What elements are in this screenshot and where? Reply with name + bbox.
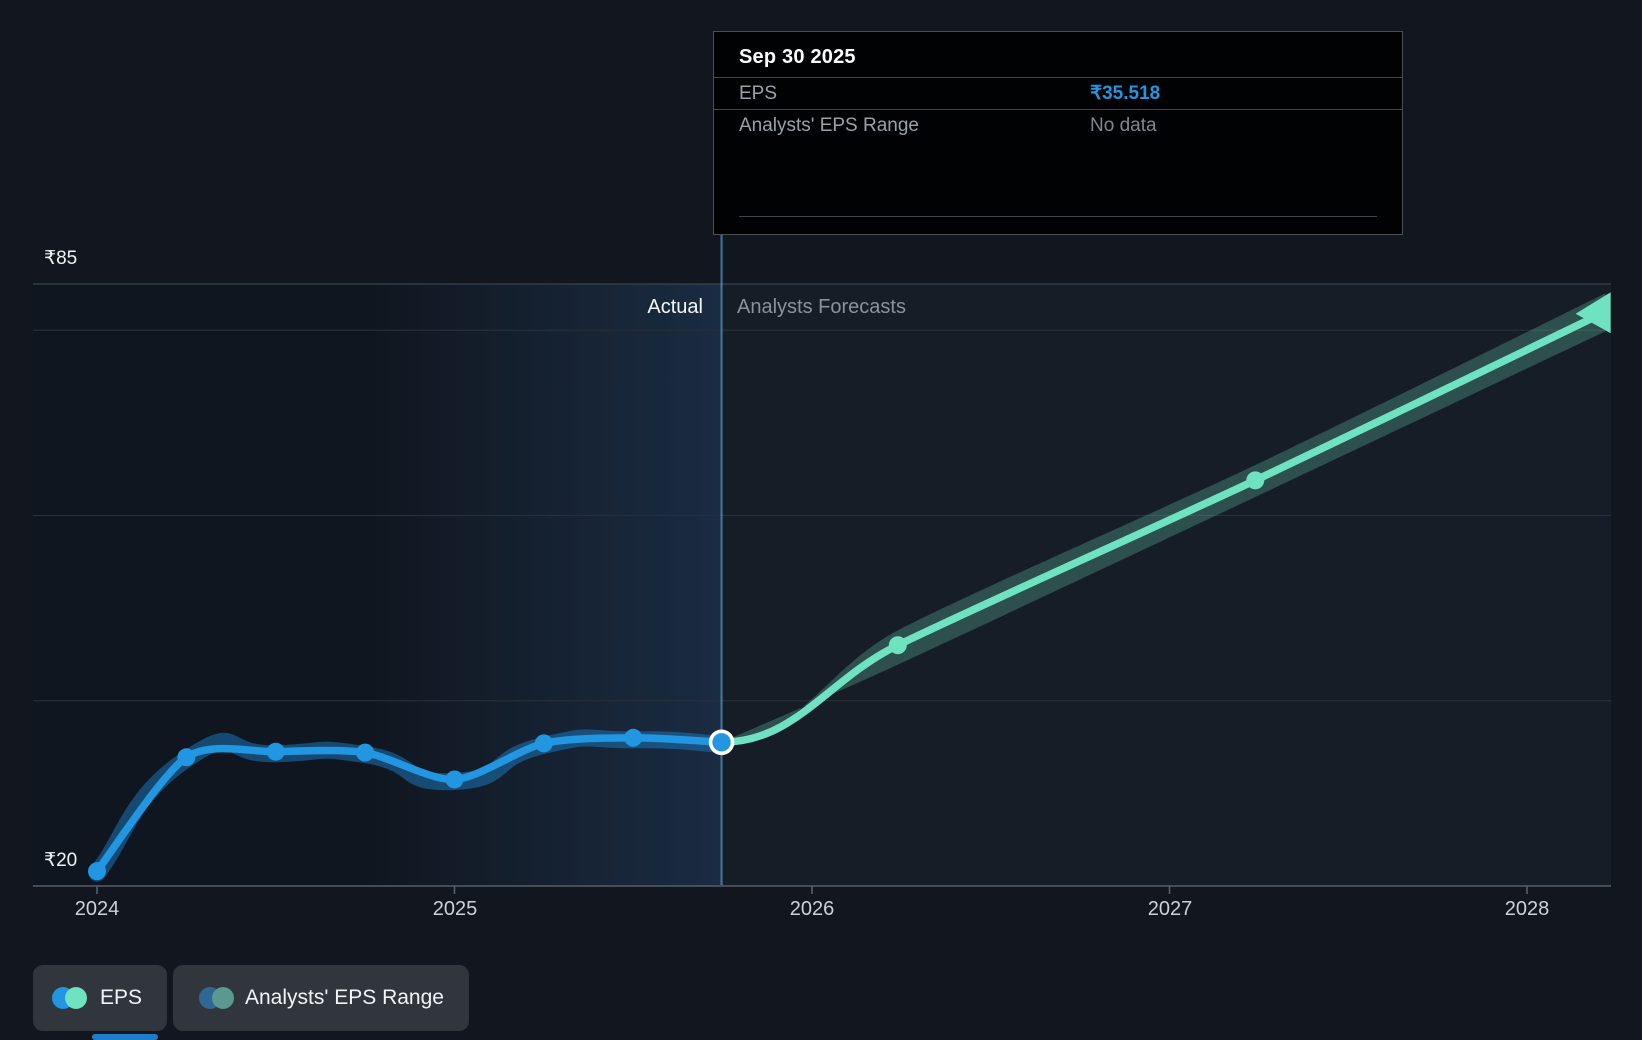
x-tick-2025: 2025 bbox=[432, 898, 478, 920]
tooltip-date: Sep 30 2025 bbox=[739, 46, 856, 68]
tooltip-eps-label: EPS bbox=[739, 82, 778, 104]
forecast-range-band bbox=[721, 293, 1606, 743]
tooltip-row-eps: EPS ₹35.518 bbox=[714, 78, 1402, 109]
tooltip-row-range: Analysts' EPS Range No data bbox=[714, 110, 1402, 141]
legend-eps-label: EPS bbox=[100, 986, 143, 1009]
legend-range-label: Analysts' EPS Range bbox=[245, 986, 444, 1009]
tooltip-divider bbox=[739, 216, 1377, 217]
actual-data-point[interactable] bbox=[88, 862, 106, 881]
forecast-line-end-cap bbox=[1575, 292, 1611, 334]
tooltip-range-label: Analysts' EPS Range bbox=[739, 114, 919, 136]
actual-data-point[interactable] bbox=[177, 748, 196, 767]
tooltip-divider bbox=[714, 109, 1402, 110]
forecast-data-point[interactable] bbox=[888, 636, 907, 655]
actual-data-point[interactable] bbox=[445, 770, 464, 789]
tooltip-range-value: No data bbox=[1090, 114, 1157, 136]
x-tick-2026: 2026 bbox=[789, 898, 835, 920]
current-data-point-highlighted[interactable] bbox=[708, 729, 735, 756]
actual-section-label: Actual bbox=[647, 296, 703, 318]
eps-teal-dot-icon bbox=[65, 987, 87, 1009]
actual-data-point[interactable] bbox=[534, 734, 553, 753]
legend-eps-dots bbox=[52, 987, 87, 1009]
actual-data-point[interactable] bbox=[266, 742, 285, 761]
legend-toggle-eps[interactable]: EPS bbox=[33, 965, 167, 1031]
eps-forecast-line bbox=[717, 308, 1610, 747]
chart-legend: EPS Analysts' EPS Range bbox=[33, 965, 469, 1031]
x-tick-2027: 2027 bbox=[1147, 898, 1193, 920]
forecast-section-label: Analysts Forecasts bbox=[737, 296, 906, 318]
legend-toggle-analysts-eps-range[interactable]: Analysts' EPS Range bbox=[173, 965, 469, 1031]
chart-tooltip: Sep 30 2025 EPS ₹35.518 Analysts' EPS Ra… bbox=[713, 31, 1403, 235]
tooltip-eps-value: ₹35.518 bbox=[1090, 83, 1161, 104]
tooltip-divider bbox=[714, 77, 1402, 78]
range-teal-dot-icon bbox=[212, 987, 234, 1009]
forecast-data-point[interactable] bbox=[1246, 471, 1265, 490]
actual-data-point[interactable] bbox=[356, 743, 375, 762]
x-tick-2028: 2028 bbox=[1504, 898, 1550, 920]
bottom-scrollbar-thumb[interactable] bbox=[92, 1034, 158, 1040]
past-panel bbox=[33, 284, 366, 886]
x-tick-2024: 2024 bbox=[74, 898, 120, 920]
y-axis-label-top: ₹85 bbox=[44, 248, 78, 269]
legend-range-dots bbox=[199, 987, 234, 1009]
actual-data-point[interactable] bbox=[624, 728, 643, 747]
y-axis-label-bottom: ₹20 bbox=[44, 850, 78, 871]
last-year-highlight-panel bbox=[365, 284, 722, 886]
